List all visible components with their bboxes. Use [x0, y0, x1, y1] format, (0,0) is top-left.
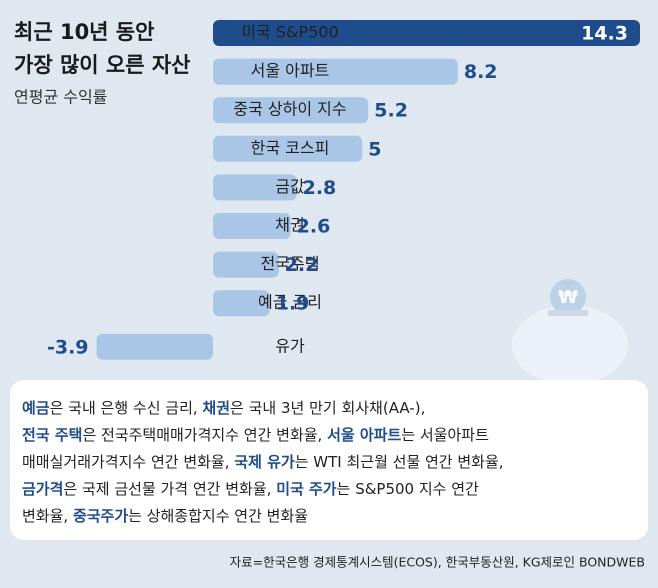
note-emphasis: 중국주가 [73, 507, 128, 525]
note-text: 매매실거래가격지수 연간 변화율, [22, 453, 234, 471]
value-label: 2.2 [285, 254, 319, 276]
note-line: 금가격은 국제 금선물 가격 연간 변화율, 미국 주가는 S&P500 지수 … [22, 480, 479, 498]
bar [213, 97, 369, 124]
source: 자료=한국은행 경제통계시스템(ECOS), 한국부동산원, KG제로인 BON… [230, 555, 645, 570]
note: 예금은 국내 은행 수신 금리, 채권은 국내 3년 만기 회사채(AA-), 전… [22, 399, 504, 525]
category-label: 금값 [275, 177, 305, 196]
svg-text:₩: ₩ [558, 287, 578, 308]
note-text: 은 국제 금선물 가격 연간 변화율, [63, 480, 276, 498]
note-text: 는 S&P500 지수 연간 [337, 480, 479, 498]
bar [96, 333, 213, 360]
bar [213, 213, 291, 239]
category-label: 유가 [275, 336, 305, 355]
category-label: 서울 아파트 [251, 61, 330, 80]
category-label: 한국 코스피 [251, 138, 330, 157]
bar [213, 174, 297, 201]
note-emphasis: 채권 [202, 399, 230, 417]
note-emphasis: 서울 아파트 [327, 426, 401, 444]
note-line: 변화율, 중국주가는 상해종합지수 연간 변화율 [22, 507, 308, 525]
bar [213, 20, 640, 46]
note-emphasis: 국제 유가 [234, 453, 295, 471]
note-line: 매매실거래가격지수 연간 변화율, 국제 유가는 WTI 최근월 선물 연간 변… [22, 453, 504, 471]
note-text: 는 WTI 최근월 선물 연간 변화율, [295, 453, 504, 471]
category-label: 전국주택 [261, 254, 320, 273]
value-label: 8.2 [464, 61, 498, 83]
value-label: -3.9 [47, 336, 89, 358]
piggy-bank-icon: ₩ [512, 279, 628, 385]
bar [213, 290, 270, 317]
note-text: 은 국내 은행 수신 금리, [50, 399, 203, 417]
note-emphasis: 전국 주택 [22, 426, 82, 444]
category-label: 예금 금리 [258, 293, 322, 312]
value-label: 1.9 [276, 293, 310, 315]
value-label: 2.8 [303, 177, 337, 199]
note-emphasis: 예금 [22, 399, 50, 417]
note-line: 예금은 국내 은행 수신 금리, 채권은 국내 3년 만기 회사채(AA-), [22, 399, 425, 417]
note-text: 은 전국주택매매가격지수 연간 변화율, [82, 426, 327, 444]
bar [213, 58, 458, 85]
note-line: 전국 주택은 전국주택매매가격지수 연간 변화율, 서울 아파트는 서울아파트 [22, 426, 489, 444]
chart-title: 최근 10년 동안 [14, 20, 154, 44]
note-text: 는 서울아파트 [401, 426, 489, 444]
value-label: 2.6 [297, 216, 331, 238]
note-emphasis: 미국 주가 [276, 480, 337, 498]
category-label: 채권 [275, 216, 304, 235]
note-text: 는 상해종합지수 연간 변화율 [128, 507, 308, 525]
category-label: 미국 S&P500 [241, 23, 338, 42]
chart-title: 가장 많이 오른 자산 [14, 53, 191, 77]
note-text: 은 국내 3년 만기 회사채(AA-), [230, 399, 425, 417]
value-label: 5.2 [374, 100, 408, 122]
chart-subtitle: 연평균 수익률 [14, 88, 107, 107]
note-text: 변화율, [22, 507, 73, 525]
bar [213, 251, 279, 278]
bar [213, 135, 363, 162]
category-label: 중국 상하이 지수 [233, 100, 346, 119]
note-box [10, 380, 648, 540]
value-label: 14.3 [581, 23, 628, 45]
note-emphasis: 금가격 [22, 480, 63, 498]
value-label: 5 [368, 138, 381, 160]
